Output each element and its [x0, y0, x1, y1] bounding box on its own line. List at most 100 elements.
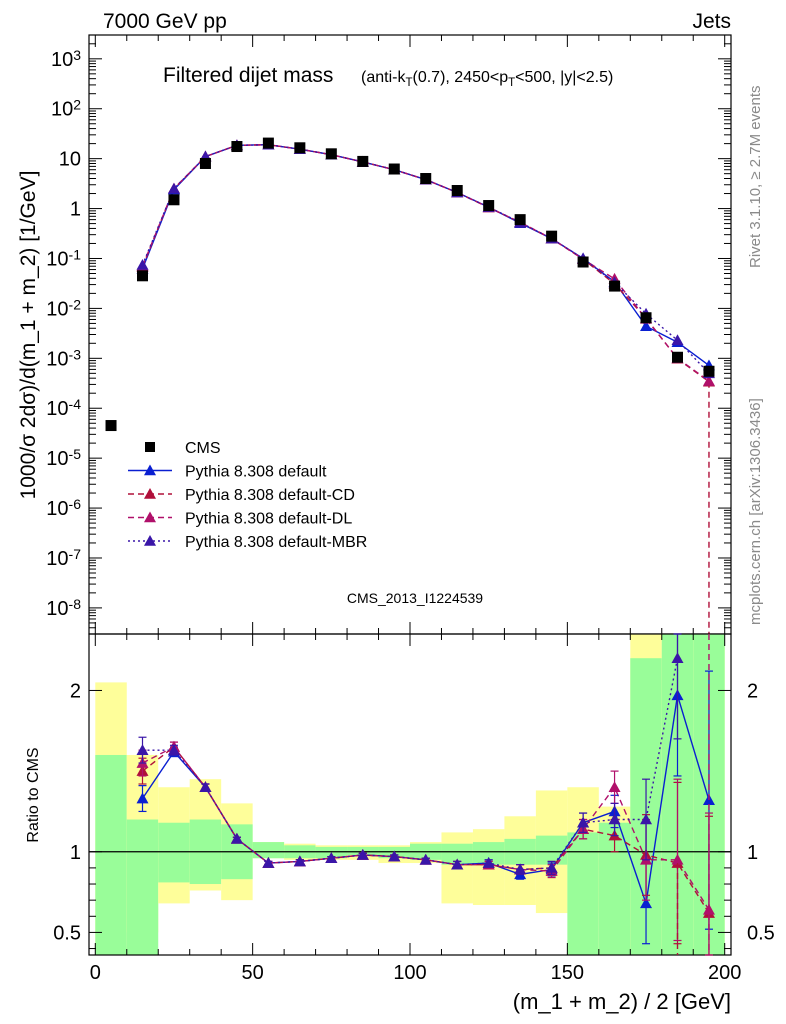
- y-tick-label-part: 10: [51, 49, 73, 71]
- ratio-marker: [640, 813, 653, 825]
- data-point: [262, 137, 274, 149]
- y-axis-label: 1000/σ 2dσ)/d(m_1 + m_2) [1/GeV]: [17, 171, 40, 500]
- ratio-marker: [419, 853, 432, 865]
- ratio-marker: [514, 863, 527, 875]
- data-point: [703, 365, 715, 377]
- green-band: [126, 819, 159, 955]
- ratio-panel: 0 50 100 150 200 (m_1 + m_2) / 2 [GeV] 0.5 0.5 1…: [25, 633, 775, 1014]
- upper-panel: 10-810-710-610-510-410-310-210-111010210…: [17, 34, 732, 635]
- ratio-marker: [577, 816, 590, 828]
- x-tick-label: 0: [90, 962, 101, 984]
- y-tick-label-sup: -2: [69, 297, 82, 313]
- y-tick-label: 10-2: [46, 297, 81, 321]
- chart-subtitle-sub: T: [405, 77, 412, 89]
- x-tick-label: 200: [708, 962, 741, 984]
- y-tick-label-sup: -5: [69, 447, 82, 463]
- ratio-marker: [293, 855, 306, 867]
- y-tick-label-part: 10: [46, 398, 68, 420]
- ratio-y-tick-label: 2: [70, 680, 81, 702]
- legend-marker: [144, 535, 156, 546]
- green-band: [252, 842, 285, 859]
- chart-subtitle-part: <500, |y|<2.5): [515, 69, 613, 86]
- green-band: [441, 843, 473, 865]
- data-point: [420, 173, 432, 185]
- y-tick-label-sup: -1: [69, 247, 82, 263]
- y-tick-label-part: 10: [46, 598, 68, 620]
- y-tick-label-part: 10: [46, 248, 68, 270]
- x-tick-label: 50: [242, 962, 264, 984]
- ratio-marker: [262, 857, 275, 868]
- y-tick-label: 10-7: [46, 546, 81, 570]
- data-point: [577, 256, 589, 268]
- y-tick-label: 10-5: [46, 447, 81, 471]
- y-tick-label-part: 10: [46, 348, 68, 370]
- chart-subtitle-part: (anti-k: [361, 69, 406, 86]
- y-tick-label-part: 10: [51, 99, 73, 121]
- y-tick-label-part: 10: [46, 448, 68, 470]
- y-tick-label-part: 10: [46, 298, 68, 320]
- ratio-marker: [230, 832, 243, 844]
- legend-entry: CMS: [185, 440, 221, 457]
- legend-entry: Pythia 8.308 default-DL: [185, 511, 352, 528]
- data-point: [609, 280, 621, 292]
- chart-title: Filtered dijet mass: [163, 64, 333, 87]
- ratio-marker: [136, 792, 149, 804]
- y-tick-label-sup: -3: [69, 347, 82, 363]
- data-point: [168, 194, 180, 206]
- ratio-series-line: [142, 658, 679, 871]
- ratio-y-axis-label: Ratio to CMS: [25, 747, 42, 842]
- legend-marker: [144, 511, 156, 523]
- ratio-marker: [671, 652, 684, 663]
- y-tick-label: 102: [51, 97, 81, 121]
- series-marker: [640, 320, 653, 331]
- green-band: [567, 832, 599, 955]
- x-axis-label: (m_1 + m_2) / 2 [GeV]: [513, 989, 731, 1014]
- green-band: [158, 822, 190, 883]
- ratio-marker: [640, 897, 653, 909]
- y-tick-label: 10-1: [46, 247, 81, 271]
- y-tick-label-sup: 3: [73, 47, 81, 63]
- y-tick-label-part: 10: [46, 498, 68, 520]
- y-tick-label: 103: [51, 47, 81, 71]
- chart-subtitle-sub: T: [508, 77, 515, 89]
- data-point: [672, 351, 683, 363]
- legend-marker: [144, 488, 156, 499]
- ratio-marker: [388, 850, 401, 862]
- y-tick-label-sup: 2: [73, 97, 81, 113]
- data-point: [199, 157, 211, 169]
- ratio-marker: [608, 813, 621, 825]
- ratio-marker: [199, 781, 212, 793]
- x-tick-label: 100: [393, 962, 426, 984]
- series-marker: [702, 375, 715, 386]
- header-left: 7000 GeV pp: [103, 10, 227, 33]
- legend-marker: [145, 442, 155, 452]
- ratio-marker: [356, 848, 369, 860]
- data-point: [294, 142, 306, 154]
- x-tick-label: 150: [551, 962, 584, 984]
- y-tick-label: 1: [70, 199, 81, 221]
- chart-subtitle-part: (0.7), 2450<p: [413, 69, 509, 86]
- ratio-marker: [671, 853, 684, 865]
- data-point: [357, 155, 369, 167]
- y-tick-label-part: 10: [46, 548, 68, 570]
- ratio-marker: [167, 744, 180, 755]
- data-point: [640, 312, 652, 324]
- y-tick-label-part: 1: [70, 199, 81, 221]
- legend-entry: Pythia 8.308 default-MBR: [185, 534, 367, 551]
- ratio-y-tick-label-right: 2: [747, 680, 758, 702]
- ratio-y-tick-label-right: 1: [747, 842, 758, 864]
- data-point: [137, 270, 148, 282]
- y-tick-label: 10-6: [46, 496, 81, 520]
- y-tick-label: 10-8: [46, 596, 81, 620]
- ratio-marker: [545, 861, 558, 873]
- data-point: [546, 230, 558, 242]
- legend-marker: [144, 464, 156, 476]
- y-tick-label: 10: [59, 149, 81, 171]
- rivet-label: Rivet 3.1.10, ≥ 2.7M events: [747, 86, 764, 269]
- ratio-y-tick-label-right: 0.5: [747, 922, 775, 944]
- y-tick-label-part: 10: [59, 149, 81, 171]
- ratio-y-tick-label: 0.5: [53, 922, 81, 944]
- y-tick-label: 10-4: [46, 397, 81, 421]
